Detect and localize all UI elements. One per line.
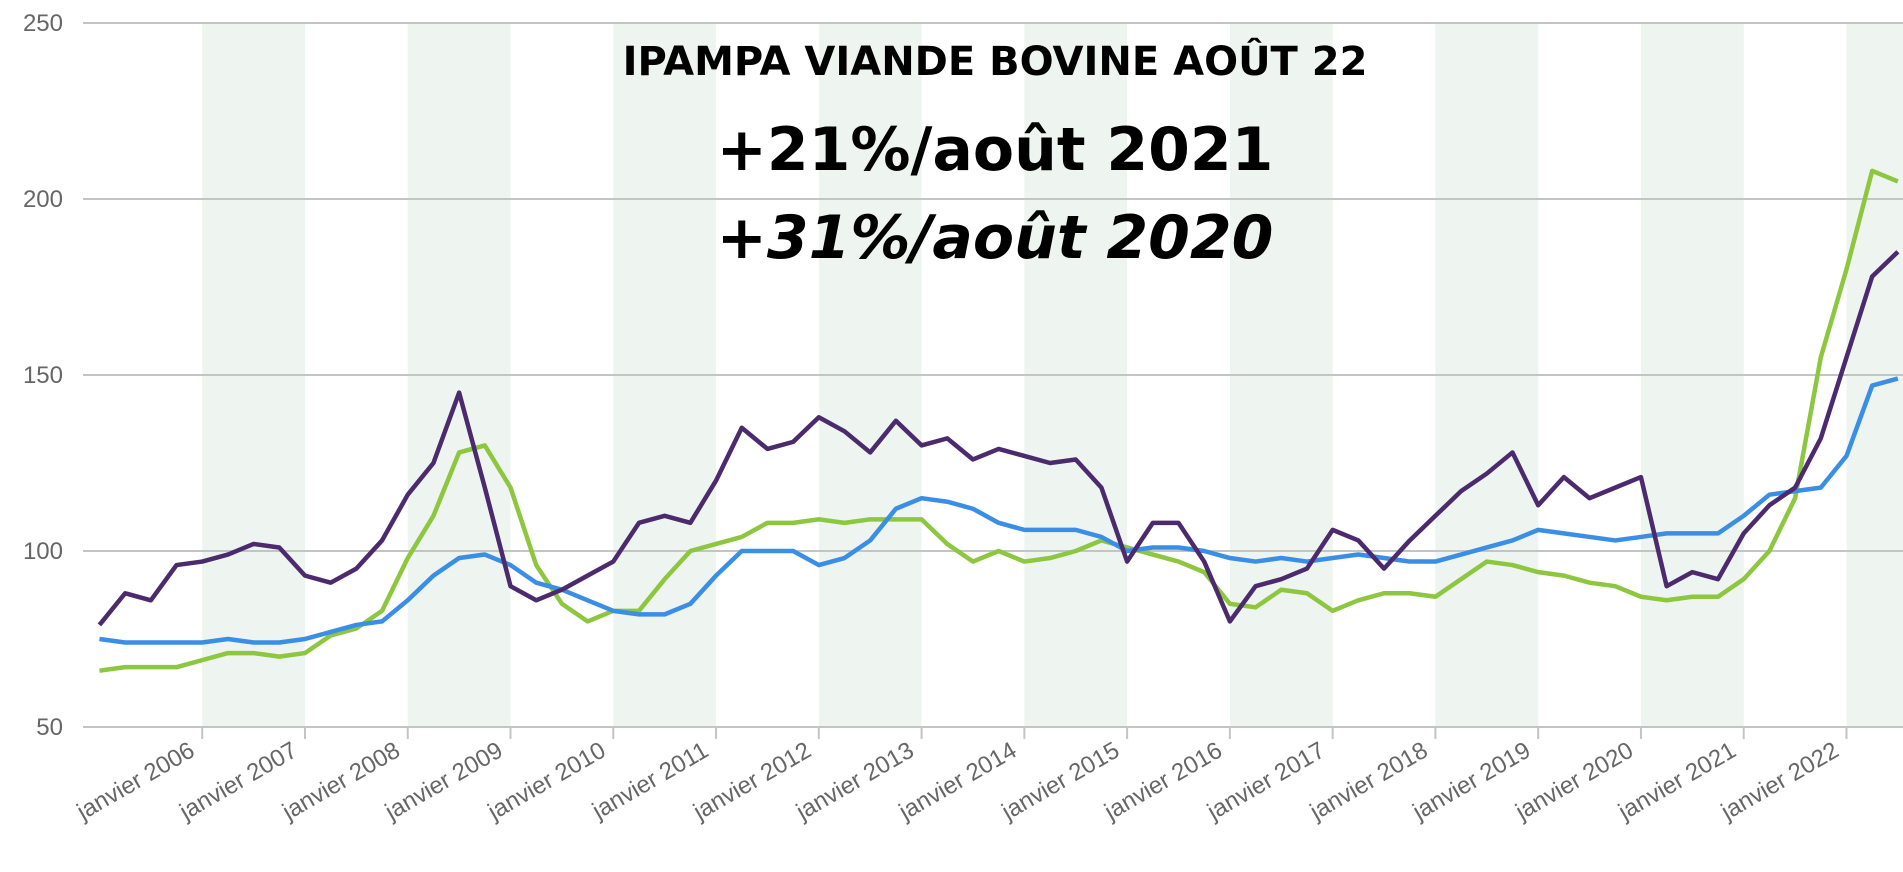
y-tick-label: 100 — [23, 538, 63, 565]
x-tick-label: janvier 2007 — [174, 737, 302, 826]
x-tick-label: janvier 2019 — [1408, 737, 1536, 826]
x-tick-label: janvier 2008 — [277, 737, 405, 826]
annotation: +31%/août 2020 — [717, 203, 1274, 273]
x-tick-label: janvier 2012 — [688, 737, 816, 826]
x-tick-label: janvier 2022 — [1716, 737, 1844, 826]
x-tick-label: janvier 2018 — [1305, 737, 1433, 826]
chart-title: IPAMPA VIANDE BOVINE AOÛT 22 — [623, 37, 1368, 85]
y-tick-label: 150 — [23, 362, 63, 389]
y-tick-label: 200 — [23, 186, 63, 213]
x-tick-label: janvier 2013 — [791, 737, 919, 826]
x-tick-label: janvier 2015 — [996, 737, 1124, 826]
x-tick-label: janvier 2006 — [72, 737, 200, 826]
x-tick-label: janvier 2017 — [1202, 737, 1330, 826]
x-tick-label: janvier 2020 — [1510, 737, 1638, 826]
series-line — [99, 376, 1899, 645]
x-tick-label: janvier 2010 — [483, 737, 611, 826]
y-tick-label: 250 — [23, 10, 63, 37]
series-line — [97, 250, 1900, 627]
x-tick-label: janvier 2021 — [1613, 737, 1741, 826]
annotation: +21%/août 2021 — [717, 115, 1274, 185]
x-tick-label: janvier 2014 — [894, 737, 1022, 826]
x-tick-label: janvier 2009 — [380, 737, 508, 826]
x-tick-label: janvier 2016 — [1099, 737, 1227, 826]
y-tick-label: 50 — [36, 714, 63, 741]
series-line — [99, 168, 1899, 673]
